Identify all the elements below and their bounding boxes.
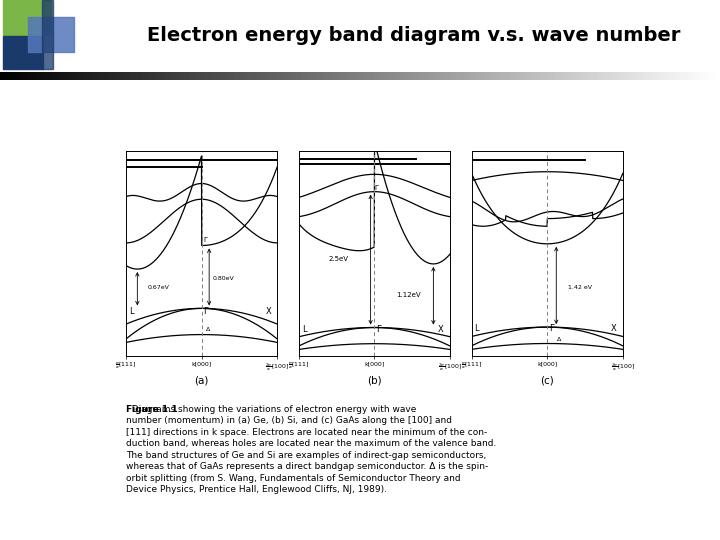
Text: 0.80eV: 0.80eV <box>212 275 234 281</box>
Text: X: X <box>611 324 616 333</box>
Text: $\Delta$: $\Delta$ <box>205 325 212 333</box>
Text: L: L <box>474 324 480 333</box>
Text: X: X <box>438 325 444 334</box>
Text: (b): (b) <box>367 376 382 386</box>
Text: Figure 1.1: Figure 1.1 <box>126 405 178 414</box>
Text: Electron energy band diagram v.s. wave number: Electron energy band diagram v.s. wave n… <box>148 25 680 45</box>
Text: L: L <box>129 307 134 316</box>
Bar <box>3 0 51 35</box>
Text: $\Delta$: $\Delta$ <box>557 335 562 343</box>
Bar <box>3 36 43 69</box>
Text: L: L <box>302 325 307 334</box>
Text: $\Gamma$: $\Gamma$ <box>376 322 382 334</box>
Bar <box>28 17 73 52</box>
Text: 2.5eV: 2.5eV <box>328 256 348 262</box>
Text: $\Gamma$: $\Gamma$ <box>549 322 555 333</box>
Text: Diagrams showing the variations of electron energy with wave
number (momentum) i: Diagrams showing the variations of elect… <box>126 405 496 494</box>
Text: X: X <box>265 307 271 316</box>
Text: $\Gamma$: $\Gamma$ <box>203 235 209 244</box>
Text: 1.12eV: 1.12eV <box>396 293 420 299</box>
Bar <box>42 0 53 69</box>
Text: (c): (c) <box>540 376 554 386</box>
Text: (a): (a) <box>194 376 209 386</box>
Text: $\Gamma$: $\Gamma$ <box>203 306 210 316</box>
Text: $\Gamma$: $\Gamma$ <box>374 183 380 192</box>
Text: 1.42 eV: 1.42 eV <box>568 285 593 290</box>
Text: 0.67eV: 0.67eV <box>147 285 169 290</box>
